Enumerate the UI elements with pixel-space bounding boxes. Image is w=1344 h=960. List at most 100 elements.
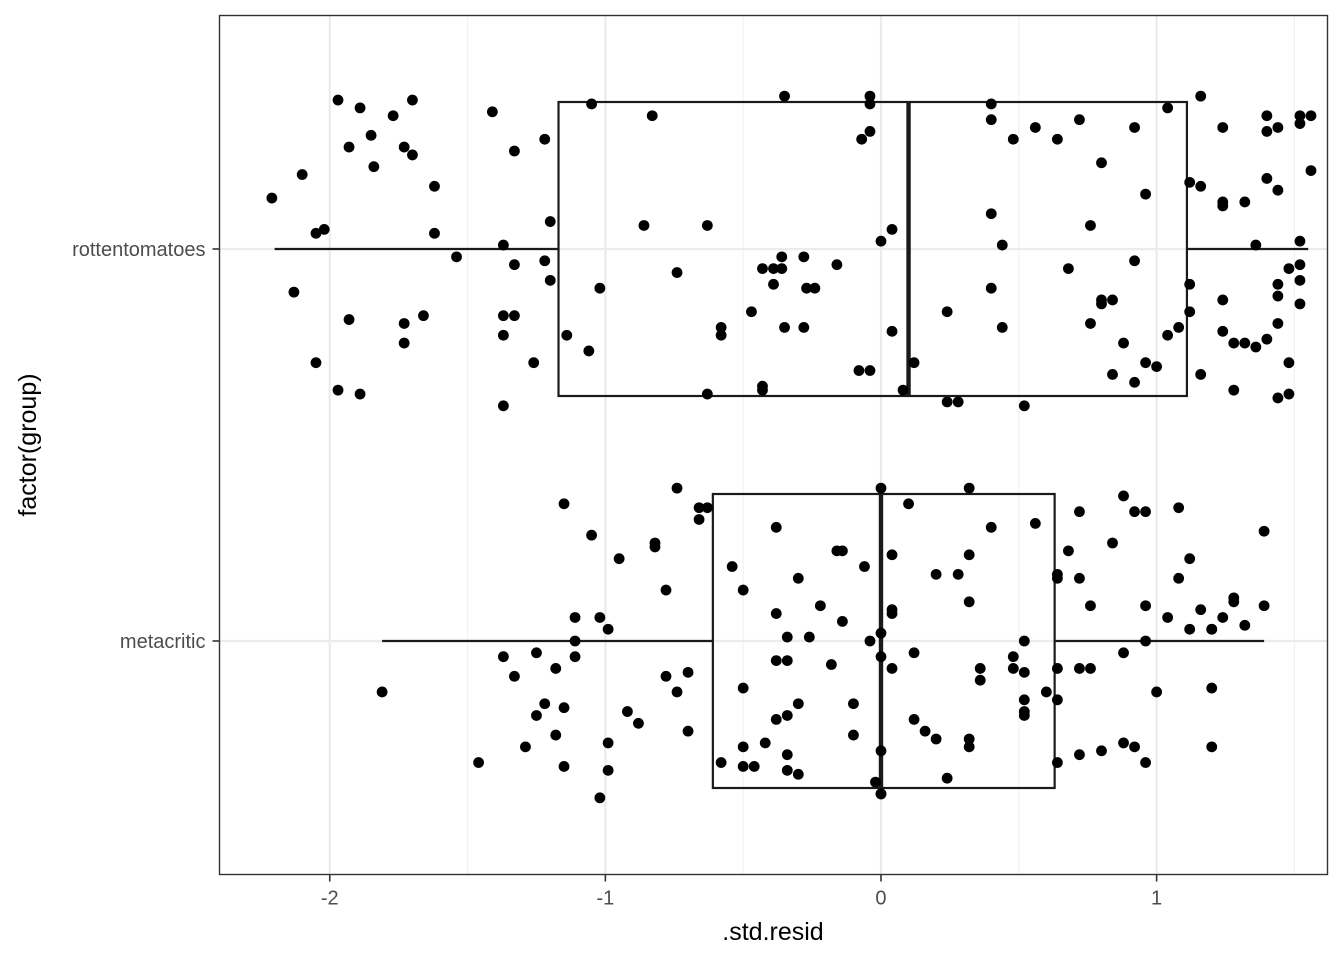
data-point (1272, 278, 1284, 290)
y-tick-label: rottentomatoes (72, 239, 205, 261)
data-point (429, 180, 440, 192)
data-point (757, 263, 768, 274)
data-point (715, 322, 727, 333)
data-point (539, 255, 551, 267)
data-point (1261, 125, 1273, 137)
data-point (737, 682, 749, 694)
data-point (1217, 612, 1229, 623)
data-point (1217, 325, 1229, 337)
data-point (985, 114, 997, 126)
data-point (558, 702, 570, 714)
data-point (398, 337, 410, 349)
box-iqr (711, 492, 1056, 790)
data-point (809, 282, 821, 294)
data-point (558, 761, 570, 772)
data-point (1184, 278, 1196, 290)
data-point (569, 612, 581, 623)
data-point (594, 282, 606, 294)
data-point (407, 149, 418, 161)
data-point (837, 545, 848, 557)
data-point (779, 90, 790, 102)
data-point (1085, 600, 1096, 612)
data-point (1051, 133, 1063, 145)
data-point (1206, 741, 1218, 753)
data-point (332, 94, 344, 106)
data-point (649, 541, 661, 553)
data-point (497, 400, 509, 412)
data-point (903, 498, 914, 510)
data-point (1140, 357, 1151, 369)
data-point (985, 282, 997, 294)
data-point (310, 357, 322, 369)
data-point (825, 659, 837, 670)
data-point (332, 384, 344, 396)
data-point (779, 322, 790, 333)
data-point (1195, 90, 1207, 102)
data-point (803, 631, 815, 643)
data-point (613, 553, 625, 565)
data-point (996, 239, 1008, 251)
data-point (1228, 337, 1240, 349)
data-point (387, 110, 399, 122)
data-point (963, 596, 975, 608)
data-point (451, 251, 462, 263)
data-point (701, 388, 713, 400)
data-point (726, 561, 738, 572)
data-point (1272, 290, 1284, 302)
data-point (856, 133, 868, 145)
data-point (1085, 220, 1096, 231)
data-point (875, 627, 887, 639)
data-point (1107, 294, 1118, 306)
data-point (908, 357, 920, 369)
data-point (1007, 651, 1019, 663)
x-tick-label: 1 (1151, 888, 1162, 910)
x-tick-label: -2 (321, 888, 339, 910)
data-point (528, 357, 540, 369)
data-point (1206, 682, 1218, 694)
data-point (1294, 298, 1306, 310)
data-point (1007, 133, 1019, 145)
data-point (770, 655, 782, 666)
data-point (875, 651, 887, 663)
data-point (682, 666, 694, 678)
data-point (646, 110, 658, 122)
data-point (859, 561, 870, 572)
data-point (715, 329, 727, 341)
data-point (693, 502, 705, 514)
data-point (837, 616, 848, 627)
data-point (870, 776, 881, 788)
data-point (1283, 357, 1295, 369)
data-point (531, 710, 542, 721)
data-point (1107, 537, 1118, 549)
data-point (520, 741, 531, 753)
data-point (1096, 298, 1107, 310)
data-point (660, 584, 672, 596)
data-point (1018, 400, 1030, 412)
data-point (376, 686, 388, 698)
data-point (985, 521, 997, 533)
data-point (1294, 118, 1306, 129)
data-point (1007, 663, 1019, 674)
data-point (792, 768, 804, 780)
data-point (693, 514, 705, 525)
data-point (801, 282, 812, 294)
data-point (531, 647, 542, 659)
data-point (1129, 506, 1140, 518)
data-point (583, 345, 595, 357)
data-point (1063, 263, 1074, 274)
data-point (1129, 376, 1140, 388)
data-point (1195, 180, 1207, 192)
data-point (1118, 737, 1129, 749)
data-point (798, 251, 810, 263)
data-point (770, 714, 782, 725)
data-point (757, 384, 768, 396)
data-point (1085, 318, 1096, 329)
data-point (1140, 188, 1151, 200)
data-point (875, 788, 887, 800)
data-point (886, 663, 898, 674)
data-point (985, 98, 997, 110)
data-point (1018, 666, 1030, 678)
data-point (569, 651, 581, 663)
data-point (963, 741, 975, 753)
data-point (1118, 647, 1129, 659)
